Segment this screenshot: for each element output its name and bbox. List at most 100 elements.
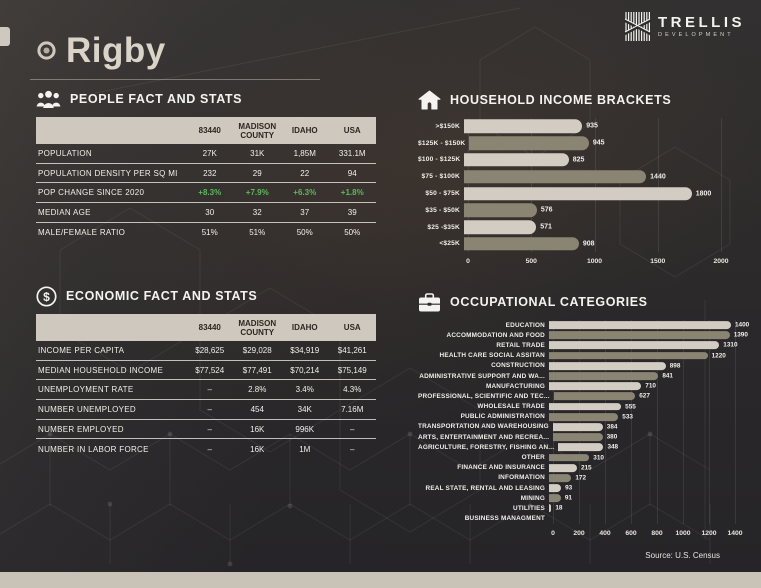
bar: [464, 153, 569, 167]
title-underline: [30, 79, 320, 80]
people-section-title: PEOPLE FACT AND STATS: [36, 88, 376, 110]
x-axis: 0 200 400 600 800 1000 1200 1400: [551, 528, 758, 540]
table-header-row: 83440 MADISON COUNTY IDAHO USA: [36, 314, 376, 341]
cell-value: 454: [250, 404, 264, 414]
column-header: 83440: [198, 323, 221, 332]
axis-tick: 800: [651, 529, 663, 537]
bar: [549, 412, 619, 421]
grid-line: [553, 320, 554, 524]
briefcase-icon: [419, 292, 440, 311]
bar-value: 172: [575, 474, 587, 482]
cell-value: $28,625: [195, 345, 225, 355]
chart-row: MANUFACTURING 710: [418, 381, 758, 391]
row-label: UNEMPLOYMENT RATE: [38, 385, 134, 395]
bar-track: 1440: [464, 168, 743, 185]
axis-tick: 1400: [727, 529, 743, 537]
grid-line: [531, 118, 533, 253]
category-label: $125K - $150K: [418, 139, 466, 147]
cell-value: 37: [300, 207, 310, 217]
trellis-logo-icon: [624, 12, 651, 41]
cell-value: +6.3%: [293, 188, 317, 198]
bar-value: 215: [580, 464, 592, 472]
cell-value: 34K: [297, 404, 312, 414]
row-label: INCOME PER CAPITA: [38, 345, 125, 355]
page-title: Rigby: [66, 31, 166, 70]
cell-value: 2.8%: [248, 385, 267, 395]
category-label: AGRICULTURE, FORESTRY, FISHING AN...: [418, 443, 555, 451]
cell-value: 232: [203, 168, 217, 178]
cell-value: 50%: [344, 228, 361, 238]
category-label: HEALTH CARE SOCIAL ASSITAN: [439, 352, 545, 360]
side-tab-accent: [0, 27, 10, 46]
cell-value: 31K: [250, 148, 265, 158]
bar-value: 1800: [695, 190, 712, 198]
x-axis: 0 500 1000 1500 2000: [466, 256, 743, 268]
table-row: MEDIAN AGE 30 32 37 39: [36, 203, 376, 223]
cell-value: $77,491: [242, 365, 272, 375]
chart-gridlines: [553, 320, 758, 524]
grid-line: [468, 118, 469, 253]
bar-track: 310: [549, 452, 758, 462]
chart-row: CONSTRUCTION 898: [418, 361, 758, 371]
bar: [549, 382, 642, 391]
bar-track: 384: [552, 422, 758, 432]
bar-track: 1800: [464, 185, 743, 202]
category-label: PROFESSIONAL, SCIENTIFIC AND TEC...: [418, 392, 550, 400]
people-facts-section: PEOPLE FACT AND STATS 83440 MADISON COUNT…: [36, 88, 376, 242]
cell-value: 331.1M: [338, 148, 366, 158]
bar: [549, 453, 590, 462]
bar-track: 91: [549, 493, 758, 503]
cell-value: –: [207, 444, 212, 454]
cell-value: –: [350, 424, 355, 434]
bar-track: 627: [553, 391, 758, 401]
bar-value: 841: [662, 372, 673, 380]
table-row: POP CHANGE SINCE 2020 +8.3% +7.9% +6.3% +1.8…: [36, 183, 376, 204]
section-title-label: PEOPLE FACT AND STATS: [70, 92, 243, 106]
bar: [549, 484, 562, 492]
chart-row: $35 - $50K 576: [418, 202, 743, 219]
axis-tick: 600: [625, 529, 637, 537]
row-label: MALE/FEMALE RATIO: [38, 228, 126, 238]
cell-value: 51%: [201, 228, 218, 238]
chart-row: $50 - $75K 1800: [418, 185, 743, 202]
category-label: ADMINISTRATIVE SUPPORT AND WA...: [419, 372, 545, 380]
chart-row: ADMINISTRATIVE SUPPORT AND WA... 841: [418, 371, 758, 381]
logo-subtitle: DEVELOPMENT: [658, 32, 734, 39]
chart-row: $75 - $100K 1440: [418, 168, 743, 185]
section-title-label: OCCUPATIONAL CATEGORIES: [450, 295, 648, 309]
chart-row: $100 - $125K 825: [418, 152, 743, 169]
bar-track: 348: [558, 442, 758, 452]
category-label: FINANCE AND INSURANCE: [457, 464, 545, 472]
bar-track: 908: [464, 236, 743, 253]
chart-row: RETAIL TRADE 1310: [418, 340, 758, 350]
bar: [464, 119, 583, 134]
cell-value: –: [207, 424, 212, 434]
grid-line: [709, 320, 710, 524]
bar-track: 1220: [549, 351, 758, 361]
cell-value: 16K: [250, 424, 265, 434]
bar-track: 215: [549, 463, 758, 473]
row-label: NUMBER IN LABOR FORCE: [38, 444, 149, 454]
column-header: MADISON COUNTY: [238, 121, 277, 140]
occupational-categories-section: OCCUPATIONAL CATEGORIES EDUCATION 1400 ACC…: [418, 291, 758, 540]
income-section-title: HOUSEHOLD INCOME BRACKETS: [418, 89, 743, 111]
bar: [464, 186, 692, 201]
bar-value: 1220: [711, 352, 726, 360]
bar-track: 93: [549, 483, 758, 493]
cell-value: 27K: [202, 148, 217, 158]
table-row: NUMBER EMPLOYED – 16K 996K –: [36, 420, 376, 440]
category-label: >$150K: [435, 122, 460, 130]
table-row: INCOME PER CAPITA $28,625 $29,028 $34,919 $4…: [36, 341, 376, 361]
bar-value: 710: [645, 382, 656, 390]
income-brackets-chart: >$150K 935 $125K - $150K 945 $100 - $125K 825…: [418, 118, 743, 268]
economic-section-title: $ ECONOMIC FACT AND STATS: [36, 285, 376, 307]
bar-track: 172: [549, 473, 758, 483]
chart-row: AGRICULTURE, FORESTRY, FISHING AN... 348: [418, 442, 758, 452]
category-label: MINING: [520, 494, 545, 502]
bar-track: 841: [549, 371, 758, 381]
occupation-section-title: OCCUPATIONAL CATEGORIES: [418, 291, 758, 313]
dollar-circle-icon: $: [36, 285, 57, 307]
chart-gridlines: [468, 118, 743, 253]
bar-track: 576: [464, 202, 743, 219]
